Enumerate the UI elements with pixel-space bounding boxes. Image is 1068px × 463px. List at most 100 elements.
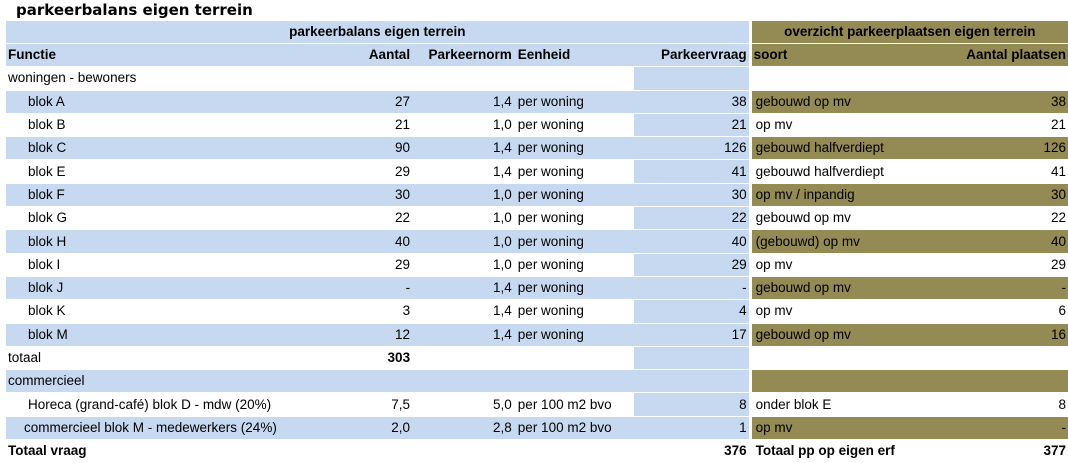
empty-cell bbox=[950, 346, 1068, 371]
footer-row: Totaal vraag 376 Totaal pp op eigen erf 377 bbox=[6, 439, 1068, 463]
cell-parkeernorm: 1,0 bbox=[412, 229, 514, 254]
totaal-pp-value: 377 bbox=[950, 439, 1068, 463]
cell-soort: op mv bbox=[748, 416, 951, 441]
totaal-row: totaal 303 bbox=[6, 346, 1068, 371]
table-row: blok I 29 1,0 per woning 29 op mv 29 bbox=[6, 253, 1068, 277]
table-row: blok G 22 1,0 per woning 22 gebouwd op mv 22 bbox=[6, 206, 1068, 231]
cell-soort: op mv bbox=[748, 113, 951, 138]
cell-aantal: - bbox=[354, 276, 413, 301]
cell-parkeervraag: 41 bbox=[634, 159, 751, 184]
cell-aantal: 21 bbox=[354, 113, 413, 138]
cell-functie: blok B bbox=[6, 113, 355, 138]
cell-aantal-plaatsen: 6 bbox=[950, 299, 1068, 324]
totaal-vraag-value: 376 bbox=[634, 439, 751, 463]
cell-parkeernorm: 1,4 bbox=[412, 90, 514, 114]
cell-aantal: 29 bbox=[354, 253, 413, 277]
cell-functie: commercieel blok M - medewerkers (24%) bbox=[6, 416, 355, 441]
cell-eenheid: per woning bbox=[513, 159, 635, 184]
cell-functie: blok A bbox=[6, 90, 355, 114]
cell-aantal-plaatsen: 8 bbox=[950, 392, 1068, 417]
empty-cell bbox=[748, 369, 951, 394]
empty-cell bbox=[513, 346, 635, 371]
cell-parkeernorm: 1,0 bbox=[412, 113, 514, 138]
cell-parkeervraag: 40 bbox=[634, 229, 751, 254]
cell-functie: blok F bbox=[6, 183, 355, 208]
empty-cell bbox=[513, 369, 635, 394]
table-row: blok M 12 1,4 per woning 17 gebouwd op mv 16 bbox=[6, 323, 1068, 347]
section-row-woningen: woningen - bewoners bbox=[6, 66, 1068, 91]
cell-soort: (gebouwd) op mv bbox=[748, 229, 951, 254]
cell-parkeervraag: 4 bbox=[634, 299, 751, 324]
table-row: blok A 27 1,4 per woning 38 gebouwd op mv 38 bbox=[6, 90, 1068, 114]
cell-soort: op mv / inpandig bbox=[748, 183, 951, 208]
empty-cell bbox=[950, 369, 1068, 394]
section-label-commercieel: commercieel bbox=[6, 369, 355, 394]
cell-parkeervraag: 30 bbox=[634, 183, 751, 208]
cell-aantal: 2,0 bbox=[354, 416, 413, 441]
cell-soort: gebouwd op mv bbox=[748, 206, 951, 231]
cell-parkeernorm: 1,0 bbox=[412, 183, 514, 208]
empty-cell bbox=[513, 439, 635, 463]
table-row: blok B 21 1,0 per woning 21 op mv 21 bbox=[6, 113, 1068, 138]
cell-eenheid: per woning bbox=[513, 90, 635, 114]
empty-cell bbox=[412, 369, 514, 394]
empty-cell bbox=[634, 369, 751, 394]
cell-aantal: 40 bbox=[354, 229, 413, 254]
cell-parkeervraag: 126 bbox=[634, 136, 751, 161]
cell-soort: gebouwd op mv bbox=[748, 276, 951, 301]
empty-cell bbox=[412, 439, 514, 463]
cell-functie: blok E bbox=[6, 159, 355, 184]
cell-aantal-plaatsen: 40 bbox=[950, 229, 1068, 254]
cell-parkeernorm: 5,0 bbox=[412, 392, 514, 417]
cell-aantal-plaatsen: - bbox=[950, 416, 1068, 441]
cell-eenheid: per woning bbox=[513, 276, 635, 301]
empty-cell bbox=[412, 346, 514, 371]
cell-aantal-plaatsen: 41 bbox=[950, 159, 1068, 184]
cell-soort: gebouwd halfverdiept bbox=[748, 136, 951, 161]
cell-aantal: 30 bbox=[354, 183, 413, 208]
cell-parkeernorm: 1,4 bbox=[412, 136, 514, 161]
cell-aantal: 29 bbox=[354, 159, 413, 184]
cell-aantal: 22 bbox=[354, 206, 413, 231]
col-parkeernorm: Parkeernorm bbox=[412, 43, 514, 68]
cell-eenheid: per 100 m2 bvo bbox=[513, 392, 635, 417]
table-row: blok J -1,4 per woning - gebouwd op mv - bbox=[6, 276, 1068, 301]
cell-aantal: 3 bbox=[354, 299, 413, 324]
cell-parkeernorm: 1,4 bbox=[412, 299, 514, 324]
totaal-pp-label: Totaal pp op eigen erf bbox=[748, 439, 951, 463]
cell-functie: blok J bbox=[6, 276, 355, 301]
cell-eenheid: per woning bbox=[513, 229, 635, 254]
cell-aantal: 90 bbox=[354, 136, 413, 161]
cell-parkeernorm: 1,0 bbox=[412, 253, 514, 277]
cell-aantal: 12 bbox=[354, 323, 413, 347]
table-row: blok K 3 1,4 per woning 4 op mv 6 bbox=[6, 299, 1068, 324]
empty-cell bbox=[354, 439, 413, 463]
cell-eenheid: per woning bbox=[513, 136, 635, 161]
col-functie: Functie bbox=[6, 43, 355, 68]
empty-cell bbox=[354, 369, 413, 394]
cell-eenheid: per woning bbox=[513, 113, 635, 138]
cell-aantal-plaatsen: 38 bbox=[950, 90, 1068, 114]
cell-parkeervraag: 17 bbox=[634, 323, 751, 347]
cell-parkeernorm: 1,4 bbox=[412, 276, 514, 301]
section-row-commercieel: commercieel bbox=[6, 369, 1068, 394]
totaal-vraag-label: Totaal vraag bbox=[6, 439, 355, 463]
cell-aantal: 27 bbox=[354, 90, 413, 114]
totaal-label: totaal bbox=[6, 346, 355, 371]
cell-eenheid: per woning bbox=[513, 253, 635, 277]
cell-functie: blok M bbox=[6, 323, 355, 347]
cell-functie: blok G bbox=[6, 206, 355, 231]
cell-eenheid: per woning bbox=[513, 323, 635, 347]
cell-parkeervraag: 21 bbox=[634, 113, 751, 138]
col-parkeervraag: Parkeervraag bbox=[634, 43, 751, 68]
cell-aantal-plaatsen: 16 bbox=[950, 323, 1068, 347]
table-row: blok C 90 1,4 per woning 126 gebouwd halfverd… bbox=[6, 136, 1068, 161]
cell-eenheid: per woning bbox=[513, 206, 635, 231]
table-row: blok F 30 1,0 per woning 30 op mv / inpandig 3… bbox=[6, 183, 1068, 208]
cell-aantal-plaatsen: 22 bbox=[950, 206, 1068, 231]
cell-parkeervraag: 38 bbox=[634, 90, 751, 114]
cell-parkeervraag: 8 bbox=[634, 392, 751, 417]
cell-aantal-plaatsen: 29 bbox=[950, 253, 1068, 277]
cell-soort: gebouwd op mv bbox=[748, 323, 951, 347]
cell-eenheid: per woning bbox=[513, 183, 635, 208]
